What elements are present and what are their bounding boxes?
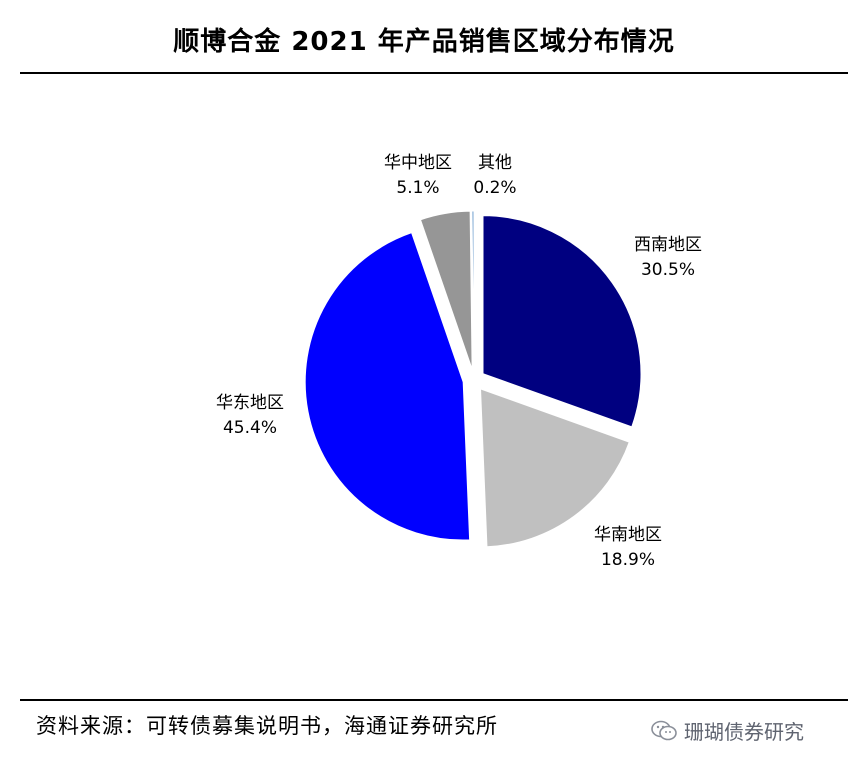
pie-slice — [471, 210, 475, 370]
pie-slice — [479, 388, 630, 548]
top-divider — [20, 72, 848, 74]
slice-category-label: 华南地区 — [594, 525, 662, 545]
watermark: 珊瑚债券研究 — [650, 716, 804, 745]
slice-value-label: 30.5% — [641, 260, 695, 280]
bottom-divider — [20, 699, 848, 701]
pie-chart: 西南地区 30.5% 华南地区 18.9% 华东地区 45.4% 华中地区 5.1% 其他 0.2… — [216, 153, 702, 570]
slice-value-label: 45.4% — [223, 418, 277, 438]
wechat-icon — [651, 720, 677, 740]
source-note: 资料来源：可转债募集说明书，海通证券研究所 — [36, 714, 498, 738]
slice-value-label: 0.2% — [473, 178, 516, 198]
slice-category-label: 华中地区 — [384, 153, 452, 173]
slice-category-label: 华东地区 — [216, 393, 284, 413]
slice-value-label: 18.9% — [601, 550, 655, 570]
watermark-text: 珊瑚债券研究 — [684, 720, 804, 744]
pie-slice — [482, 215, 642, 428]
slice-category-label: 西南地区 — [634, 235, 702, 255]
pie-slice — [419, 210, 473, 370]
slice-category-label: 其他 — [478, 153, 512, 173]
slice-value-label: 5.1% — [396, 178, 439, 198]
pie-slice — [304, 232, 471, 541]
chart-title: 顺博合金 2021 年产品销售区域分布情况 — [173, 27, 675, 57]
